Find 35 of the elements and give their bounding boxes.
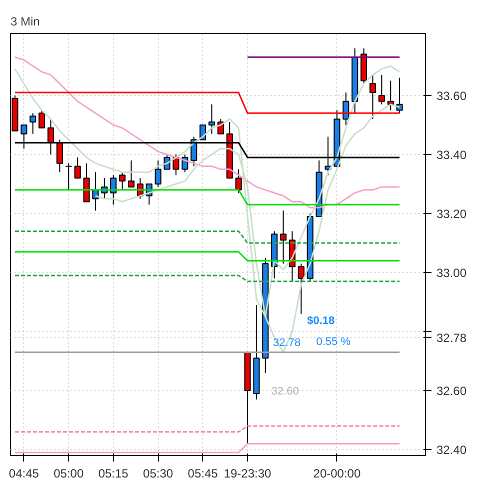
x-tick-label: 20-00:00: [313, 466, 361, 480]
x-tick-label: 05:45: [188, 466, 218, 480]
y-tick-label: 33.60: [436, 88, 467, 103]
candlestick: [154, 160, 162, 188]
y-tick-label: 32.78: [436, 330, 467, 345]
candlestick: [208, 104, 216, 134]
candlestick: [30, 112, 36, 134]
candlestick: [378, 74, 385, 105]
annotation: 0.55 %: [316, 336, 351, 348]
x-tick-label: 05:15: [98, 466, 129, 480]
x-tick-label: 19-23:30: [224, 466, 272, 480]
candlestick: [65, 162, 72, 190]
candlestick: [74, 156, 81, 179]
annotation: 32.60: [271, 386, 299, 398]
candlestick: [280, 210, 287, 264]
y-tick-label: 33.40: [436, 148, 467, 162]
line-series: [14, 56, 400, 208]
chart-title: 3 Min: [10, 14, 40, 28]
candlestick: [110, 174, 117, 206]
y-tick-label: 33.20: [436, 207, 467, 222]
candlestick: [128, 160, 135, 188]
y-tick-label: 33.00: [436, 266, 467, 280]
candlestick: [369, 74, 376, 120]
candlestick: [119, 172, 126, 190]
y-tick-label: 32.40: [436, 443, 467, 458]
annotation: $0.18: [307, 315, 335, 328]
annotation: 32.78: [273, 336, 301, 349]
candlestick: [235, 168, 242, 194]
y-tick-label: 32.60: [436, 384, 467, 398]
x-tick-label: 05:00: [54, 466, 84, 480]
x-tick-label: 04:45: [8, 466, 40, 480]
candlestick: [83, 162, 90, 202]
candlestick: [38, 110, 46, 128]
x-tick-label: 05:30: [143, 466, 174, 480]
candlestick: [298, 263, 304, 314]
